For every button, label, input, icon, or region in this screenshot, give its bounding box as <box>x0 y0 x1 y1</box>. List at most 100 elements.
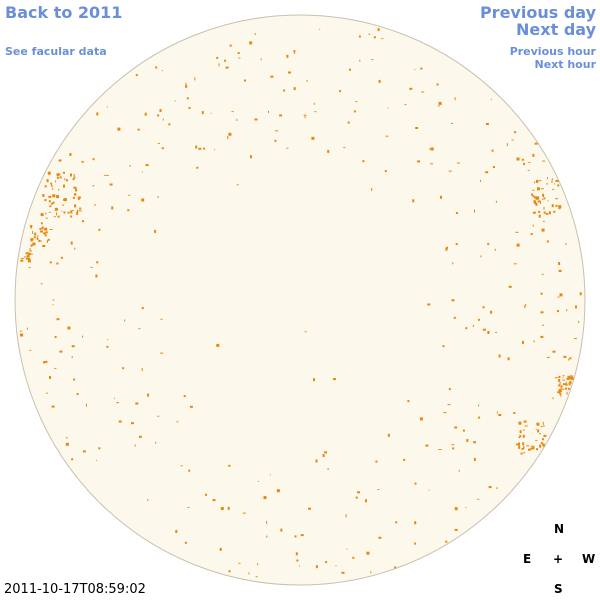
facula <box>70 173 72 177</box>
next-hour-link[interactable]: Next hour <box>534 58 597 71</box>
facula <box>562 375 565 377</box>
facula <box>33 236 36 239</box>
facula <box>129 164 131 167</box>
facula <box>154 229 157 233</box>
facula <box>482 306 485 309</box>
facula <box>454 507 458 511</box>
facula <box>186 97 189 100</box>
facula <box>228 132 232 136</box>
facula <box>66 179 68 182</box>
facula <box>71 356 73 359</box>
facula <box>260 58 262 61</box>
facula <box>495 200 497 203</box>
facula <box>176 421 179 423</box>
facula <box>523 420 527 423</box>
back-link[interactable]: Back to 2011 <box>5 3 123 22</box>
facula <box>81 160 84 163</box>
facula <box>522 340 524 344</box>
previous-hour-link[interactable]: Previous hour <box>509 45 596 58</box>
facula <box>114 397 115 399</box>
facula <box>141 368 143 372</box>
facula <box>462 429 465 432</box>
facula <box>454 97 456 101</box>
facula <box>31 244 33 247</box>
facula <box>227 506 230 510</box>
facula <box>180 465 183 467</box>
facula <box>533 200 536 204</box>
previous-day-link[interactable]: Previous day <box>479 3 596 22</box>
facula <box>27 259 31 263</box>
facula <box>519 430 522 434</box>
facula <box>48 200 51 203</box>
facula <box>274 139 277 142</box>
facula <box>238 562 241 564</box>
facula <box>518 445 521 449</box>
facula <box>569 380 572 384</box>
facula <box>442 345 445 348</box>
facula <box>63 184 65 188</box>
facula <box>162 118 164 121</box>
facula <box>534 142 538 145</box>
facula <box>26 327 28 330</box>
facula <box>40 222 43 225</box>
facula <box>141 307 144 310</box>
facula <box>414 521 417 525</box>
facula <box>286 54 289 58</box>
facula <box>196 166 199 169</box>
facula <box>26 255 30 258</box>
facula <box>546 177 548 180</box>
facula <box>566 309 568 312</box>
facula <box>294 535 297 538</box>
facula <box>67 326 71 330</box>
facula <box>535 428 537 430</box>
facula <box>72 196 75 199</box>
facula <box>296 559 299 562</box>
facula <box>487 331 490 334</box>
facula <box>562 377 564 379</box>
facula <box>525 304 527 307</box>
facula <box>536 179 538 183</box>
facula <box>134 444 136 447</box>
next-day-link[interactable]: Next day <box>516 20 596 39</box>
compass-north: N <box>554 522 565 536</box>
facula <box>474 209 475 213</box>
facula <box>377 489 380 490</box>
facula <box>535 202 538 206</box>
facula <box>507 357 510 361</box>
facula <box>419 417 423 421</box>
facula <box>554 377 558 379</box>
facula <box>490 98 492 100</box>
facula <box>414 69 416 71</box>
facula <box>488 486 492 489</box>
facula <box>353 110 356 113</box>
facula <box>52 299 55 301</box>
facula <box>138 328 141 330</box>
facula <box>106 106 108 108</box>
facula <box>429 148 431 150</box>
facular-data-link[interactable]: See facular data <box>5 45 107 58</box>
facula <box>409 87 413 90</box>
facula <box>58 188 60 191</box>
facula <box>566 377 570 380</box>
facula <box>210 112 212 114</box>
facula <box>275 130 279 132</box>
facula <box>30 244 33 247</box>
facula <box>453 316 456 319</box>
compass-west: W <box>582 552 596 566</box>
facula <box>155 66 158 69</box>
facula <box>155 441 157 444</box>
facula <box>558 384 561 387</box>
facula <box>279 114 283 117</box>
facula <box>438 449 442 450</box>
facula <box>263 496 267 500</box>
facula <box>45 217 48 219</box>
facula <box>228 570 231 573</box>
facula <box>528 448 531 451</box>
facula <box>244 79 246 82</box>
facula <box>558 205 562 209</box>
facula <box>568 358 570 361</box>
facula <box>560 394 562 397</box>
facula <box>570 376 574 380</box>
facula <box>254 33 256 36</box>
